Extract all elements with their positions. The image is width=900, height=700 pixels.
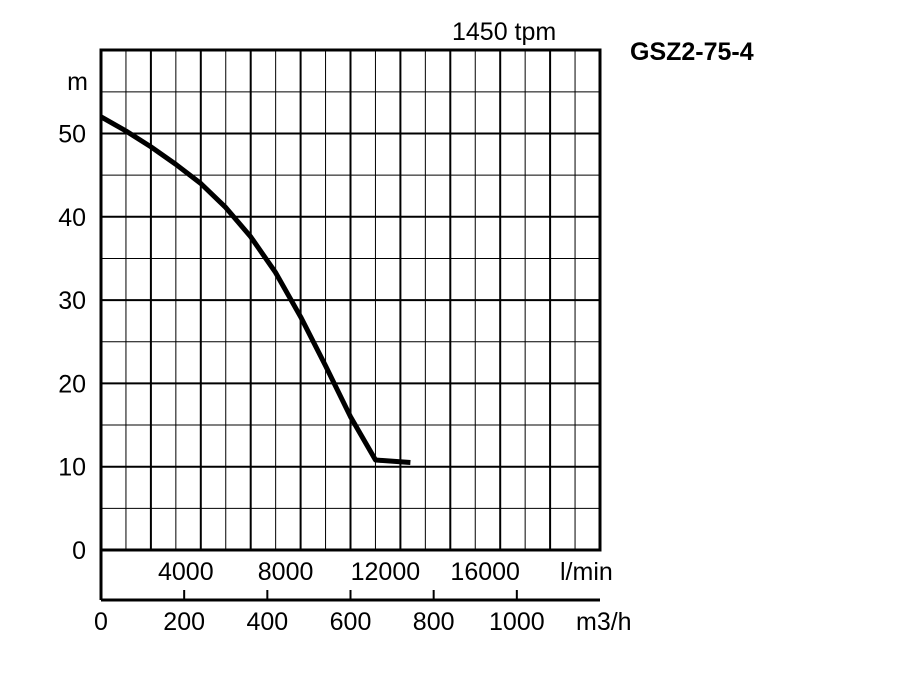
- x-tick-label-m3h: 400: [246, 608, 288, 636]
- x-axis-label-m3h: m3/h: [576, 608, 632, 636]
- x-tick-labels-lmin: 4000 8000 12000 16000: [158, 558, 520, 586]
- x-tick-label-m3h: 600: [330, 608, 372, 636]
- grid-major: [101, 50, 600, 550]
- x-tick-label-lmin: 8000: [258, 558, 314, 586]
- x-tick-label-m3h: 0: [94, 608, 108, 636]
- x-tick-label-lmin: 4000: [158, 558, 214, 586]
- plot-frame: [99, 48, 602, 602]
- x-tick-label-lmin: 12000: [351, 558, 421, 586]
- y-axis-label: m: [67, 68, 88, 96]
- x-tick-label-m3h: 200: [163, 608, 205, 636]
- y-tick-label: 30: [58, 287, 86, 315]
- head-curve-line: [99, 114, 411, 465]
- y-tick-label: 40: [58, 204, 86, 232]
- y-tick-label: 10: [58, 454, 86, 482]
- y-tick-labels: 0 10 20 30 40 50: [58, 121, 86, 566]
- model-label: GSZ2-75-4: [630, 38, 754, 66]
- x-tick-labels-m3h: 0 200 400 600 800 1000: [94, 608, 545, 636]
- x-axis-label-lmin: l/min: [560, 558, 613, 586]
- y-tick-label: 50: [58, 121, 86, 149]
- y-tick-label: 0: [72, 537, 86, 565]
- speed-label: 1450 tpm: [452, 18, 556, 46]
- data-series: [99, 114, 411, 465]
- x-tick-label-lmin: 16000: [450, 558, 520, 586]
- x-tick-label-m3h: 1000: [489, 608, 545, 636]
- y-tick-label: 20: [58, 370, 86, 398]
- x-tick-label-m3h: 800: [413, 608, 455, 636]
